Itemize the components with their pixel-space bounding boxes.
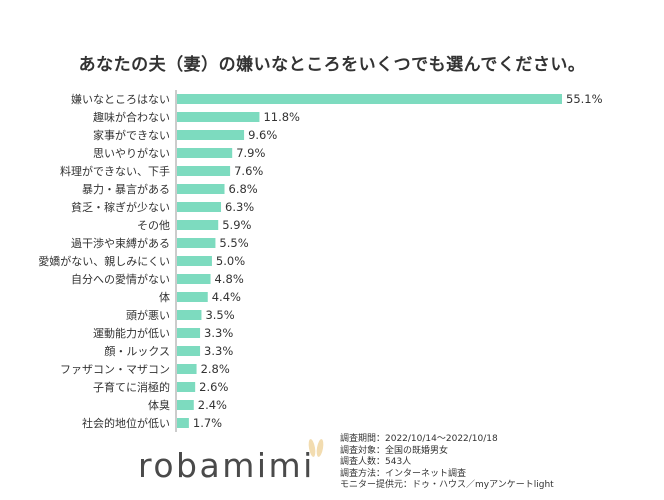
bar [177,310,202,320]
bar [177,274,211,284]
value-label: 5.0% [216,254,245,268]
bar [177,112,260,122]
category-label: 体 [159,290,170,304]
bunny-ears-icon [308,439,324,457]
bar [177,328,201,338]
category-label: 暴力・暴言がある [82,182,170,196]
bar [177,148,233,158]
category-label: 料理ができない、下手 [60,164,170,178]
value-label: 5.5% [219,236,248,250]
value-label: 3.3% [204,344,233,358]
robamimi-logo: robamimi [138,446,315,485]
category-label: その他 [137,219,170,232]
category-label: 運動能力が低い [93,326,170,340]
bar [177,238,216,248]
bar [177,346,201,356]
category-label: 自分への愛情がない [71,272,170,286]
category-label: 社会的地位が低い [82,416,170,430]
survey-count: 調査人数：543人 [340,457,412,467]
category-label: 体臭 [148,398,170,412]
category-label: 過干渉や束縛がある [71,236,170,250]
bar [177,184,225,194]
bar [177,94,562,104]
value-label: 5.9% [222,218,251,232]
survey-method: 調査方法：インターネット調査 [340,468,467,479]
category-label: 趣味が合わない [93,110,170,124]
value-label: 9.6% [248,128,277,142]
value-label: 2.6% [199,380,228,394]
category-label: 嫌いなところはない [71,92,170,106]
value-label: 7.9% [236,146,265,160]
bar-chart: 嫌いなところはない 55.1% 趣味が合わない 11.8% 家事ができない 9.6% 思いや… [38,90,603,432]
chart-title: あなたの夫（妻）の嫌いなところをいくつでも選んでください。 [78,55,586,75]
bar [177,202,222,212]
value-label: 3.3% [204,326,233,340]
survey-notes: 調査期間：2022/10/14～2022/10/18 調査対象：全国の既婚男女 … [340,434,554,492]
category-label: 頭が悪い [126,308,170,322]
value-label: 2.4% [198,398,227,412]
category-label: ファザコン・マザコン [60,363,170,376]
value-label: 4.4% [212,290,241,304]
value-label: 11.8% [263,110,300,124]
value-label: 4.8% [215,272,244,286]
value-label: 55.1% [566,92,603,106]
bar [177,364,197,374]
category-label: 顔・ルックス [104,344,170,358]
category-label: 子育てに消極的 [93,380,170,394]
category-label: 愛嬌がない、親しみにくい [38,254,170,268]
bar [177,400,194,410]
bar [177,166,231,176]
value-label: 1.7% [193,416,222,430]
category-label: 貧乏・稼ぎが少ない [71,200,170,214]
survey-period: 調査期間：2022/10/14～2022/10/18 [340,434,498,444]
value-label: 6.3% [225,200,254,214]
bar [177,292,208,302]
survey-provider: モニター提供元：ドゥ・ハウス／myアンケートlight [340,480,554,490]
bar [177,382,196,392]
bar [177,256,212,266]
value-label: 7.6% [234,164,263,178]
bar [177,130,245,140]
bar [177,418,189,428]
category-label: 思いやりがない [93,146,170,160]
value-label: 2.8% [201,362,230,376]
bar [177,220,219,230]
survey-target: 調査対象：全国の既婚男女 [340,445,449,456]
category-label: 家事ができない [93,128,170,142]
value-label: 3.5% [205,308,234,322]
value-label: 6.8% [229,182,258,196]
